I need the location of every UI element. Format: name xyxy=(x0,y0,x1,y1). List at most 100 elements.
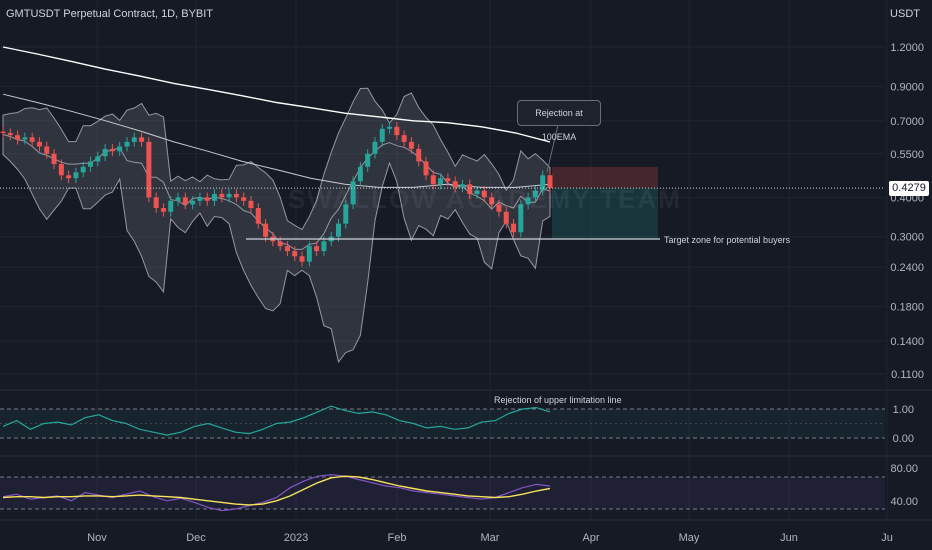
candle-body xyxy=(387,126,393,129)
rsi-ma-line xyxy=(2,475,551,506)
candle-body xyxy=(204,197,210,201)
y-tick-label: 0.1100 xyxy=(891,369,924,381)
candle-body xyxy=(365,153,371,167)
candle-body xyxy=(248,200,254,209)
candle-body xyxy=(182,197,188,205)
candle-body xyxy=(160,208,166,212)
annotation-target-zone[interactable]: Target zone for potential buyers xyxy=(664,235,791,245)
watermark: SWALLOW ACADEMY TEAM xyxy=(288,184,682,214)
candle-body xyxy=(518,204,524,233)
candle-body xyxy=(226,193,232,198)
candle-body xyxy=(357,166,363,182)
candle-body xyxy=(335,223,341,237)
candle-body xyxy=(109,148,115,152)
candle-body xyxy=(467,184,473,194)
rsi-pane[interactable] xyxy=(0,473,885,512)
y-tick-label: 0.7000 xyxy=(890,116,924,128)
candle-body xyxy=(0,131,6,134)
x-tick-label: Dec xyxy=(186,532,206,544)
candle-body xyxy=(540,175,546,191)
x-tick-label: Apr xyxy=(582,532,599,544)
candle-body xyxy=(22,137,28,140)
y-tick-label: 0.1800 xyxy=(890,302,924,314)
candle-body xyxy=(7,133,13,136)
candle-body xyxy=(73,172,79,179)
candle-body xyxy=(481,190,487,198)
x-tick-label: Mar xyxy=(481,532,500,544)
candle-body xyxy=(15,135,21,140)
candle-body xyxy=(175,197,181,201)
rsi-line xyxy=(2,473,551,512)
current-price-tag: 0.4279 xyxy=(889,181,929,196)
candle-body xyxy=(394,126,400,136)
ema-100-line xyxy=(2,46,551,143)
x-tick-label: May xyxy=(679,532,700,544)
candle-body xyxy=(80,166,86,173)
candle-body xyxy=(146,141,152,198)
bollinger-band xyxy=(2,87,551,364)
candle-body xyxy=(496,204,502,212)
candle-body xyxy=(29,137,35,142)
candle-body xyxy=(525,197,531,205)
candle-body xyxy=(379,128,385,142)
x-tick-label: Ju xyxy=(881,532,893,544)
candle-body xyxy=(416,148,422,162)
candle-body xyxy=(36,141,42,147)
candle-body xyxy=(51,153,57,165)
candle-body xyxy=(66,175,72,179)
candle-body xyxy=(190,200,196,205)
oscillator-line xyxy=(2,405,551,436)
axes: Nov Dec 2023 Feb Mar Apr May Jun Ju 1.2000 0.9000 0… xyxy=(87,42,924,544)
candle-body xyxy=(102,148,108,157)
candle-body xyxy=(233,193,239,198)
x-tick-label: Feb xyxy=(388,532,407,544)
candle-body xyxy=(263,223,269,237)
candle-body xyxy=(401,135,407,142)
rsi-tick-label: 40.00 xyxy=(890,496,918,508)
candle-body xyxy=(168,200,174,212)
candle-body xyxy=(452,181,458,188)
candle-body xyxy=(139,137,145,142)
candle-body xyxy=(547,175,553,189)
candle-body xyxy=(44,146,50,154)
candle-body xyxy=(306,246,312,262)
annotation-rejection-ema[interactable]: Rejection at 100EMA xyxy=(517,100,601,142)
candle-body xyxy=(408,141,414,149)
bollinger-basis xyxy=(2,134,551,250)
price-unit: USDT xyxy=(890,8,920,20)
x-tick-label: Nov xyxy=(87,532,107,544)
candle-body xyxy=(314,246,320,252)
price-pane[interactable] xyxy=(0,46,885,364)
grid xyxy=(0,0,932,521)
candle-body xyxy=(299,256,305,262)
candle-body xyxy=(423,161,429,176)
oscillator-pane[interactable] xyxy=(0,405,885,439)
candle-body xyxy=(532,190,538,198)
ema-200-line xyxy=(2,93,551,188)
candle-body xyxy=(124,141,130,147)
candle-body xyxy=(255,208,261,224)
oscillator-tick-label: 1.00 xyxy=(893,404,914,416)
candle-body xyxy=(197,197,203,201)
candle-body xyxy=(212,193,218,201)
candle-body xyxy=(241,197,247,201)
candle-body xyxy=(131,137,137,142)
candle-body xyxy=(503,211,509,224)
candle-body xyxy=(445,178,451,182)
candle-body xyxy=(474,190,480,194)
annotation-upper-limit[interactable]: Rejection of upper limitation line xyxy=(494,395,622,405)
candle-body xyxy=(430,175,436,185)
oscillator-band-fill xyxy=(0,409,885,438)
candle-body xyxy=(292,251,298,257)
y-tick-label: 0.2400 xyxy=(890,262,924,274)
y-tick-label: 1.2000 xyxy=(890,42,924,54)
candle-body xyxy=(459,184,465,188)
chart-title: GMTUSDT Perpetual Contract, 1D, BYBIT xyxy=(6,8,214,20)
candle-body xyxy=(284,246,290,252)
y-tick-label: 0.3000 xyxy=(890,232,924,244)
oscillator-tick-label: 0.00 xyxy=(893,433,914,445)
take-profit-zone xyxy=(552,188,658,240)
x-tick-label: Jun xyxy=(780,532,798,544)
